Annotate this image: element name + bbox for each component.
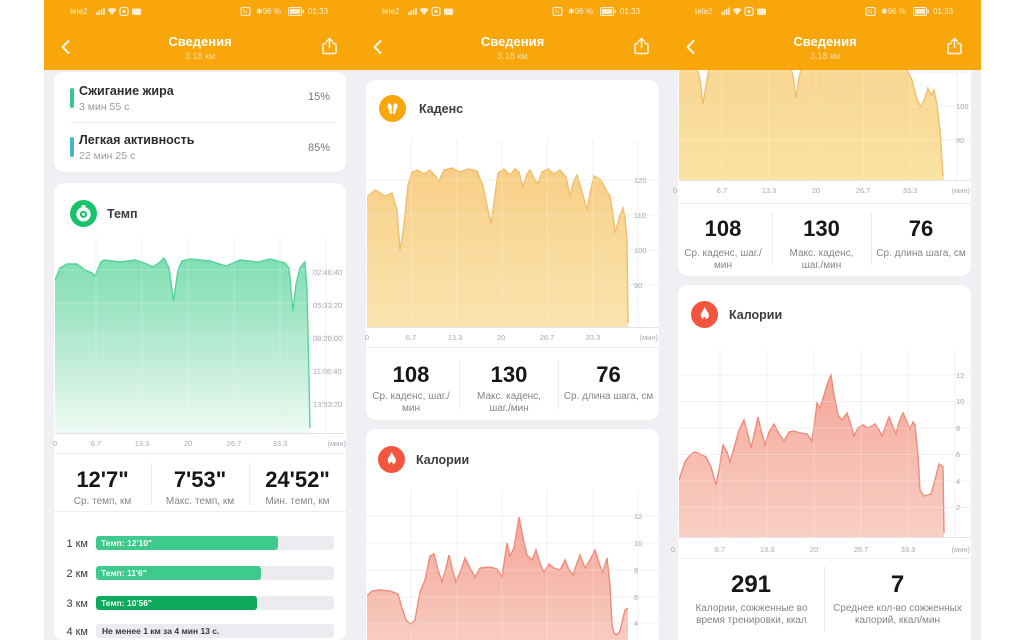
svg-text:N: N [868, 10, 872, 16]
svg-text:N: N [555, 10, 559, 16]
svg-text:N: N [243, 10, 247, 16]
